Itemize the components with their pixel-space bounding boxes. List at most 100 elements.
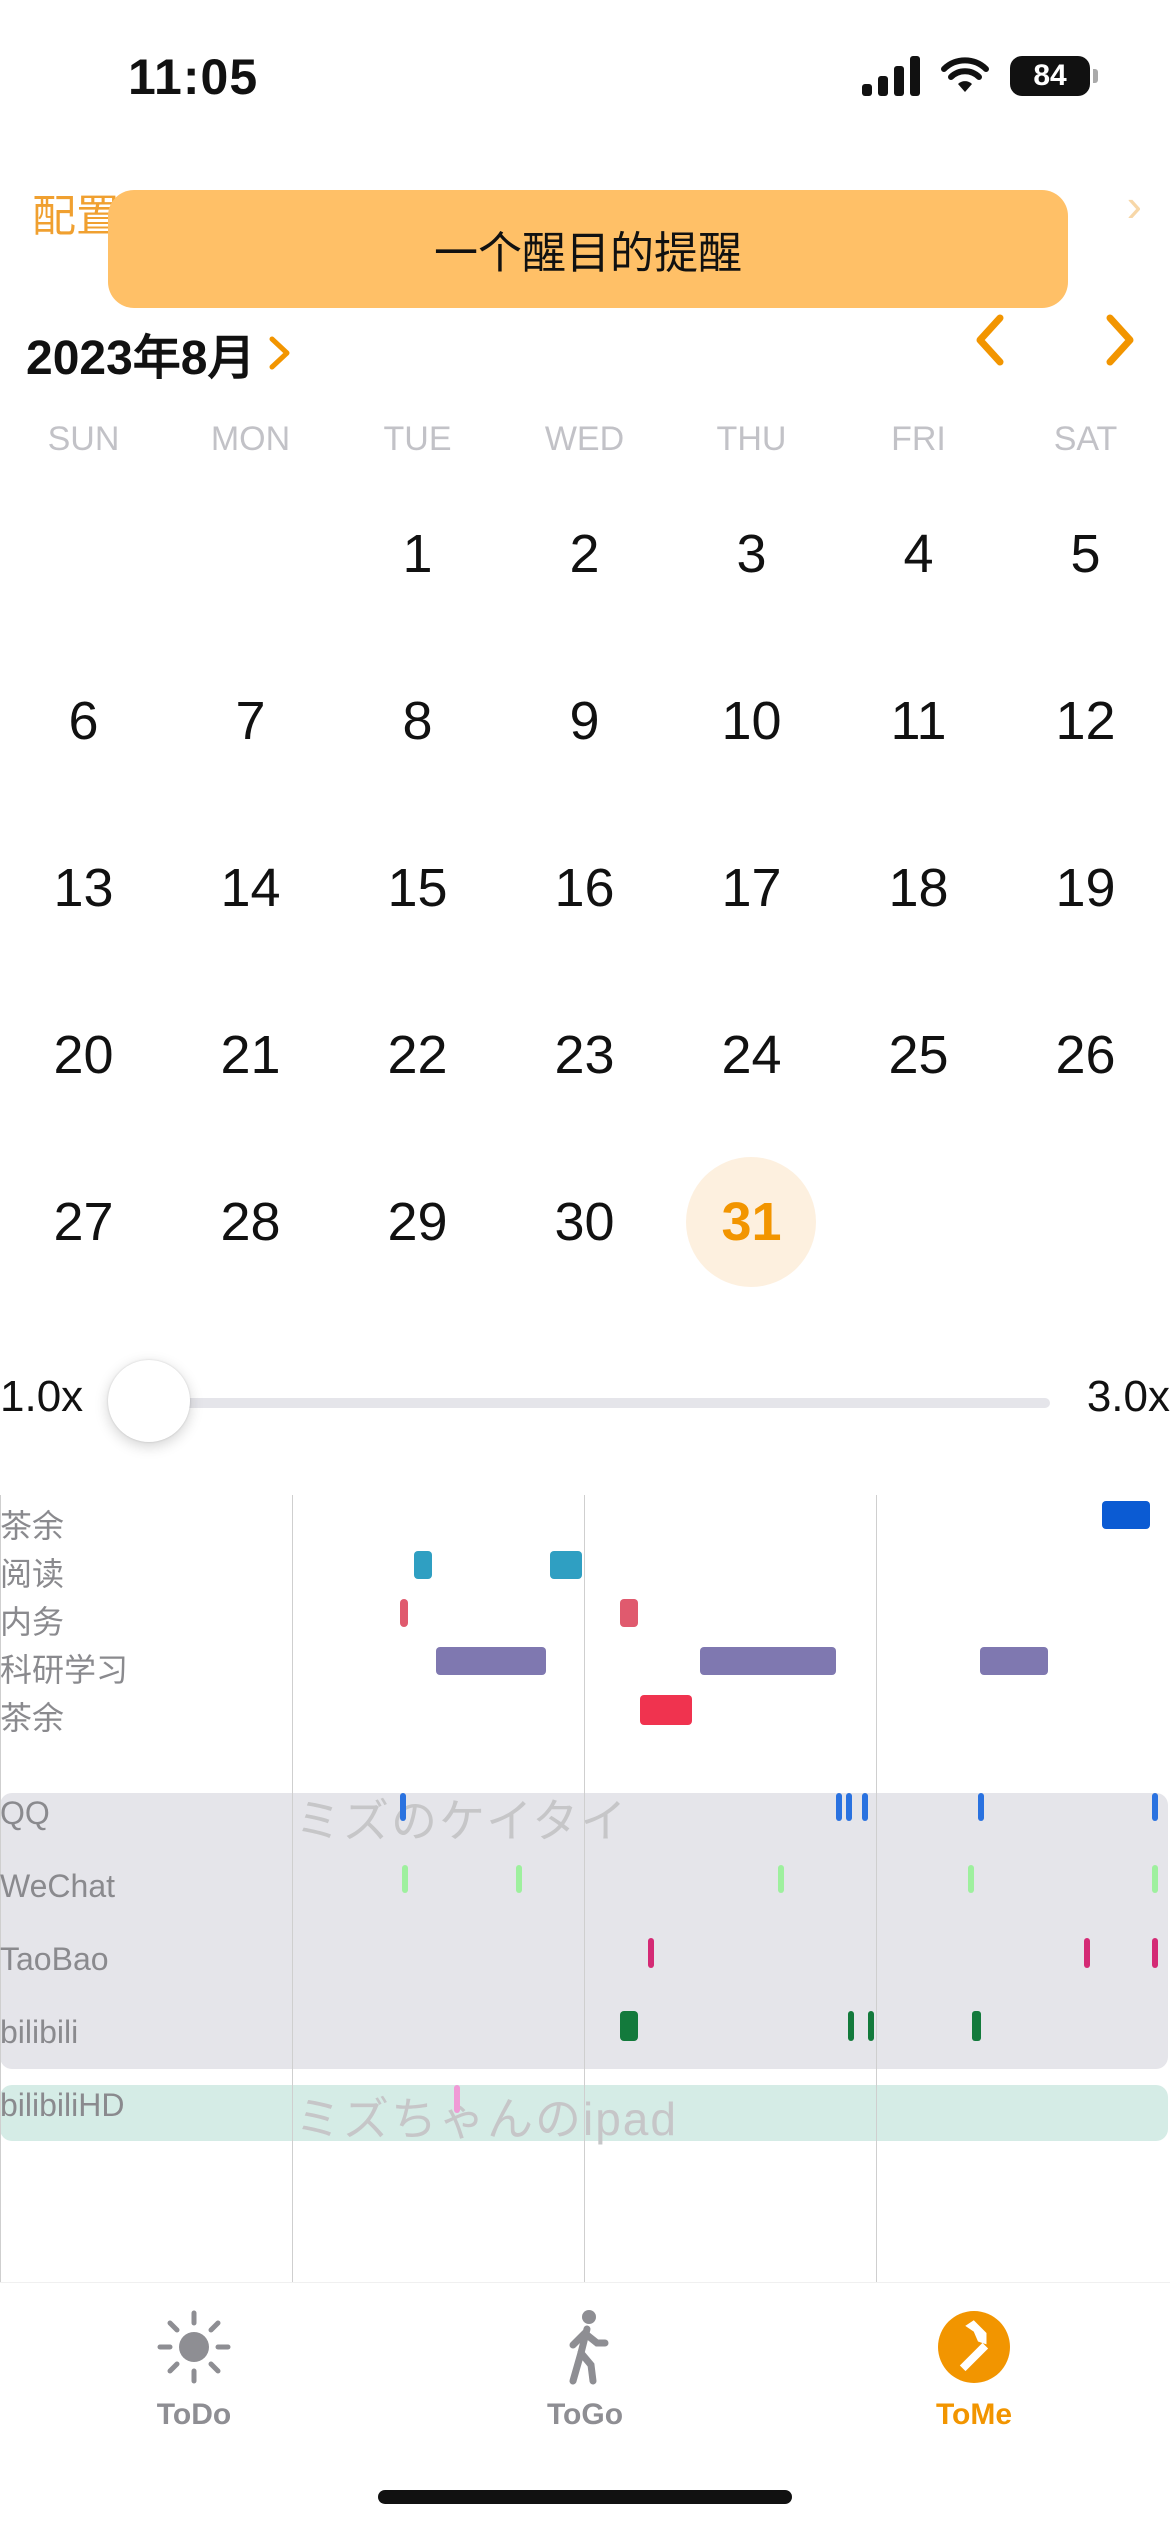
timeline-divider [584,1495,585,2285]
activity-bar[interactable] [640,1695,692,1725]
timeline-divider [0,1495,1,2285]
home-indicator [378,2490,792,2504]
calendar-day[interactable]: 14 [167,823,334,953]
calendar-day-number: 30 [554,1191,615,1252]
usage-tick[interactable] [846,1793,852,1821]
usage-tick[interactable] [968,1865,974,1893]
usage-tick[interactable] [848,2011,854,2041]
calendar-day[interactable]: 28 [167,1157,334,1287]
calendar-day[interactable]: 10 [668,656,835,786]
activity-bar[interactable] [414,1551,432,1579]
activity-bar[interactable] [980,1647,1048,1675]
activity-bar[interactable] [1102,1501,1150,1529]
calendar-day[interactable]: 16 [501,823,668,953]
calendar-day[interactable]: 13 [0,823,167,953]
calendar-day[interactable]: 29 [334,1157,501,1287]
calendar-day[interactable]: 4 [835,489,1002,619]
usage-tick[interactable] [1152,1793,1158,1821]
device-name: ミズちゃんのipad [295,2093,678,2145]
usage-tick[interactable] [978,1793,984,1821]
calendar-day-number: 25 [888,1024,949,1085]
zoom-max-label: 3.0x [1086,1372,1170,1421]
calendar-day[interactable]: 21 [167,990,334,1120]
activity-bar[interactable] [620,1599,638,1627]
calendar-day[interactable]: 30 [501,1157,668,1287]
calendar-day[interactable]: 12 [1002,656,1169,786]
zoom-slider-knob[interactable] [108,1360,190,1442]
calendar-day-number: 11 [890,690,947,751]
app-row-label: TaoBao [0,1941,109,1977]
month-picker[interactable]: 2023年8月 [26,318,293,388]
calendar-day[interactable]: 26 [1002,990,1169,1120]
usage-tick[interactable] [868,2011,874,2041]
calendar-day-number: 5 [1070,523,1101,584]
calendar-day-number: 29 [387,1191,448,1252]
calendar-day[interactable]: 20 [0,990,167,1120]
calendar-day[interactable]: 15 [334,823,501,953]
tab-todo[interactable]: ToDo [94,2307,294,2432]
usage-tick[interactable] [1152,1865,1158,1893]
calendar-day[interactable]: 18 [835,823,1002,953]
activity-row-label: 内务 [0,1604,65,1640]
calendar-day-number: 9 [569,690,600,751]
calendar-day[interactable]: 17 [668,823,835,953]
usage-tick[interactable] [400,1793,406,1821]
calendar-week: 6 7 8 9 10 11 12 [0,637,1170,804]
previous-month-button[interactable] [970,312,1010,368]
activity-row-label: 茶余 [0,1700,65,1736]
weekday-header: SUN MON TUE WED THU FRI SAT [0,420,1170,459]
tab-tome[interactable]: ToMe [874,2307,1074,2432]
usage-tick[interactable] [620,2011,638,2041]
calendar-day-number: 28 [220,1191,281,1252]
calendar-day[interactable]: 9 [501,656,668,786]
usage-tick[interactable] [454,2085,460,2113]
calendar-day[interactable]: 8 [334,656,501,786]
usage-tick[interactable] [1084,1938,1090,1968]
calendar-day[interactable]: 11 [835,656,1002,786]
calendar-day[interactable]: 24 [668,990,835,1120]
calendar-day-number: 14 [220,857,281,918]
tab-label: ToDo [156,2398,232,2431]
reminder-toast-text: 一个醒目的提醒 [434,229,742,278]
calendar-day[interactable]: 2 [501,489,668,619]
app-row-label: WeChat [0,1868,116,1904]
calendar-day[interactable]: 6 [0,656,167,786]
today-highlight [686,1156,816,1287]
tab-togo[interactable]: ToGo [485,2307,685,2432]
calendar-day-number: 12 [1055,690,1116,751]
calendar-day[interactable]: 23 [501,990,668,1120]
activity-bar[interactable] [436,1647,546,1675]
usage-tick[interactable] [862,1793,868,1821]
usage-tick[interactable] [836,1793,842,1821]
usage-tick[interactable] [1152,1938,1158,1968]
calendar-day-number: 18 [888,857,949,918]
chevron-right-icon[interactable]: › [1126,179,1142,231]
usage-tick[interactable] [402,1865,408,1893]
reminder-toast[interactable]: 一个醒目的提醒 [108,190,1068,308]
activity-timeline[interactable]: ミズのケイタイ ミズちゃんのipad 茶余 阅读 内务 科研学习 茶余 QQ W… [0,1495,1170,2285]
usage-tick[interactable] [516,1865,522,1893]
calendar-day[interactable]: 27 [0,1157,167,1287]
calendar-day[interactable]: 22 [334,990,501,1120]
battery-icon: 84 [1010,56,1098,96]
usage-tick[interactable] [778,1865,784,1893]
activity-bar[interactable] [550,1551,582,1579]
calendar-day[interactable]: 25 [835,990,1002,1120]
calendar-day[interactable]: 19 [1002,823,1169,953]
usage-tick[interactable] [972,2011,981,2041]
calendar-day[interactable]: 3 [668,489,835,619]
usage-tick[interactable] [648,1938,654,1968]
calendar-day[interactable]: 7 [167,656,334,786]
calendar-empty-cell [835,1157,1002,1287]
calendar-day-number: 17 [721,857,782,918]
calendar-day[interactable]: 1 [334,489,501,619]
zoom-min-label: 1.0x [0,1372,84,1421]
calendar-day-number: 3 [736,523,767,584]
zoom-slider-track[interactable] [150,1398,1050,1408]
activity-bar[interactable] [400,1599,408,1627]
calendar-day-today[interactable]: 31 [668,1156,835,1287]
chevron-right-icon [269,336,290,370]
calendar-day[interactable]: 5 [1002,489,1169,619]
activity-bar[interactable] [700,1647,836,1675]
next-month-button[interactable] [1100,312,1140,368]
